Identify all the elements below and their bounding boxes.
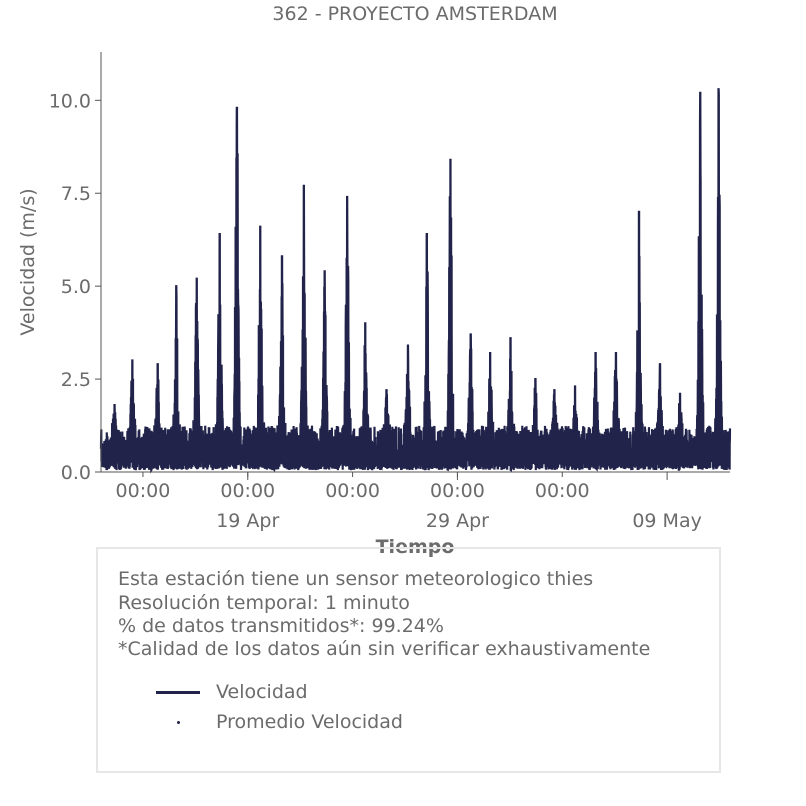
y-tick-label: 10.0 xyxy=(49,90,91,112)
x-tick-time-label: 00:00 xyxy=(116,480,171,502)
x-tick-time-label: 00:00 xyxy=(430,480,485,502)
x-tick-date-label: 19 Apr xyxy=(216,510,279,532)
y-tick-label: 5.0 xyxy=(61,276,91,298)
legend-promedio-label: Promedio Velocidad xyxy=(216,711,403,733)
chart-svg: 0.02.55.07.510.0 00:00 00:00 00:00 00:00 00:… xyxy=(17,52,732,558)
x-tick-date-label: 09 May xyxy=(632,510,702,532)
info-resolution-line: Resolución temporal: 1 minuto xyxy=(118,592,410,614)
info-quality-note: *Calidad de los datos aún sin verificar … xyxy=(118,638,651,660)
x-tick-date-label: 29 Apr xyxy=(426,510,489,532)
x-tick-time-label: 00:00 xyxy=(325,480,380,502)
info-transmission-line: % de datos transmitidos*: 99.24% xyxy=(118,615,444,637)
x-ticks: 00:00 00:00 00:00 00:00 00:00 19 Apr 29 Apr 09 … xyxy=(116,472,702,532)
velocity-series xyxy=(99,88,732,474)
legend-dot-swatch xyxy=(177,721,180,724)
y-tick-label: 7.5 xyxy=(61,183,91,205)
x-tick-time-label: 00:00 xyxy=(535,480,590,502)
x-tick-time-label: 00:00 xyxy=(220,480,275,502)
info-sensor-line: Esta estación tiene un sensor meteorolog… xyxy=(118,568,594,590)
y-axis-label: Velocidad (m/s) xyxy=(17,188,39,335)
velocidad-line xyxy=(99,88,732,474)
y-ticks: 0.0 2.5 5.0 7.5 10.0 xyxy=(49,90,101,484)
legend-velocidad-label: Velocidad xyxy=(216,681,308,703)
y-tick-label: 0.0 xyxy=(61,462,91,484)
y-tick-label: 2.5 xyxy=(61,369,91,391)
chart-title: 362 - PROYECTO AMSTERDAM xyxy=(272,3,558,25)
info-box: Esta estación tiene un sensor meteorolog… xyxy=(96,547,721,773)
legend-line-swatch xyxy=(156,691,200,694)
